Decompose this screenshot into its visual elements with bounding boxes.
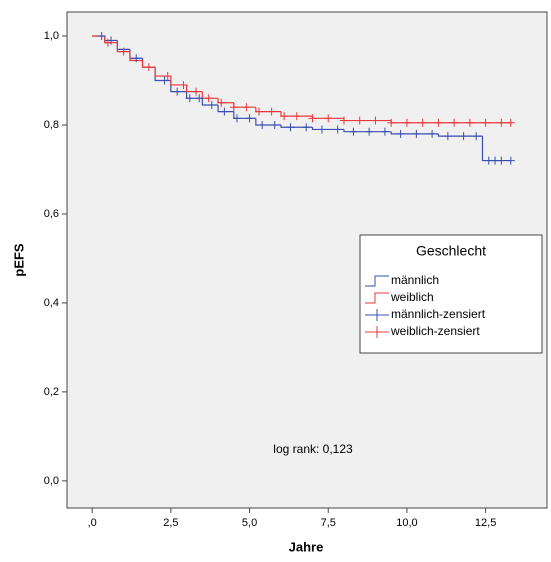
censor-mark [232, 114, 241, 123]
censor-mark [412, 129, 421, 138]
censor-mark [267, 107, 276, 116]
censor-mark [160, 76, 169, 85]
censor-mark [280, 112, 289, 121]
censor-mark [292, 112, 301, 121]
legend-label: weiblich [390, 290, 434, 304]
censor-mark [144, 63, 153, 72]
censor-mark [387, 118, 396, 127]
censor-mark [163, 72, 172, 81]
censor-mark [220, 107, 229, 116]
x-tick-label: ,0 [88, 517, 97, 529]
x-tick-label: 5,0 [242, 517, 257, 529]
censor-mark [371, 116, 380, 125]
censor-mark [103, 38, 112, 47]
censor-mark [255, 107, 263, 116]
legend-symbol [365, 326, 389, 338]
censor-mark [396, 129, 405, 138]
annotation: log rank: 0,123 [273, 442, 353, 456]
censor-mark [302, 123, 311, 132]
censor-mark [355, 116, 364, 125]
censor-mark [506, 118, 515, 127]
survival-step [129, 51, 143, 62]
y-tick-label: 1,0 [44, 30, 59, 42]
censor-mark [497, 118, 506, 127]
censor-mark [119, 47, 128, 56]
y-tick-label: 0,8 [44, 119, 59, 131]
censor-mark [402, 118, 411, 127]
censor-mark [229, 103, 238, 112]
censor-mark [245, 114, 254, 123]
censor-mark [270, 120, 279, 129]
legend-title: Geschlecht [416, 243, 486, 259]
censor-mark [333, 125, 342, 134]
censor-mark [308, 114, 317, 123]
censor-mark [179, 80, 188, 89]
censor-mark [217, 98, 226, 107]
censor-mark [317, 125, 326, 134]
x-tick-label: 12,5 [475, 517, 496, 529]
censor-mark [286, 123, 295, 132]
legend-symbol [365, 275, 389, 287]
x-tick-label: 10,0 [396, 517, 417, 529]
censor-mark [204, 94, 213, 103]
censor-mark [472, 132, 481, 141]
legend-box [359, 234, 543, 354]
censor-mark [173, 87, 182, 96]
censor-mark [465, 118, 474, 127]
censor-mark [365, 127, 374, 136]
censor-mark [450, 118, 459, 127]
survival-step [390, 131, 439, 135]
legend-symbol [365, 309, 389, 321]
y-tick-label: 0,4 [44, 297, 59, 309]
survival-step [437, 133, 483, 137]
survival-step [311, 127, 344, 131]
censor-mark [324, 114, 333, 123]
y-axis-label: pEFS [11, 243, 26, 277]
censor-mark [443, 132, 452, 141]
censor-mark [349, 127, 358, 136]
x-tick-label: 2,5 [163, 517, 178, 529]
censor-mark [195, 94, 204, 103]
censor-mark [428, 129, 437, 138]
legend-symbol [365, 292, 389, 304]
legend-label: weiblich-zensiert [390, 324, 480, 338]
y-tick-label: 0,0 [44, 475, 59, 487]
x-tick-label: 7,5 [321, 517, 336, 529]
survival-step [343, 129, 392, 133]
survival-step [217, 104, 234, 113]
x-axis-label: Jahre [289, 539, 324, 554]
survival-step [280, 124, 313, 128]
legend-label: männlich [391, 273, 439, 287]
censor-mark [506, 156, 515, 165]
censor-mark [339, 116, 348, 125]
censor-mark [258, 120, 267, 129]
censor-mark [434, 118, 443, 127]
censor-mark [192, 87, 201, 96]
legend-label: männlich-zensiert [391, 307, 486, 321]
censor-mark [459, 132, 468, 141]
y-tick-label: 0,2 [44, 386, 59, 398]
censor-mark [185, 94, 194, 103]
censor-mark [418, 118, 427, 127]
censor-mark [97, 32, 106, 41]
censor-mark [207, 100, 216, 109]
censor-mark [497, 156, 506, 165]
censor-mark [132, 54, 141, 63]
censor-mark [242, 103, 251, 112]
censor-mark [380, 127, 389, 136]
censor-mark [481, 118, 490, 127]
y-tick-label: 0,6 [44, 208, 59, 220]
